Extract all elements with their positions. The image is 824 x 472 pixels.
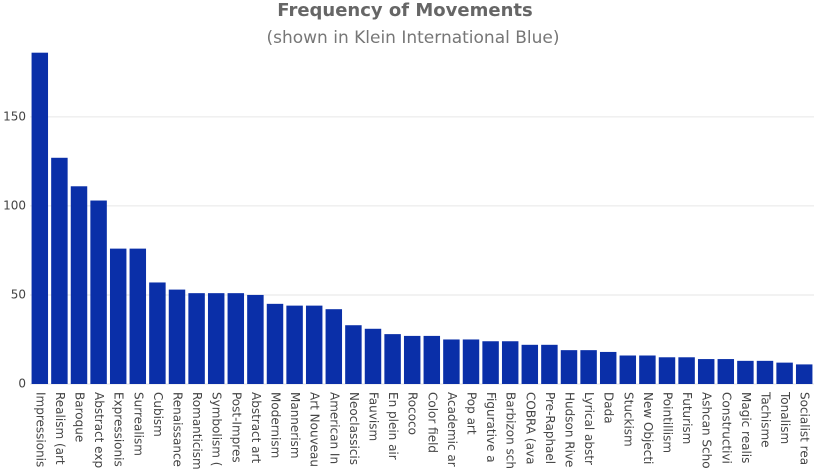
bar [31,52,49,384]
x-tick-label: Expressionis [112,392,126,467]
x-tick-label: Pop art [465,392,479,435]
bar [129,248,147,384]
bar [795,364,813,384]
bar [737,360,754,384]
x-tick-label: Tonalism [778,391,792,444]
x-tick-label: Abstract exp [92,392,106,468]
bar [109,248,127,384]
x-tick-label: Realism (art [53,392,67,465]
bar [501,341,519,384]
x-tick-label: New Objecti [641,392,655,464]
bar [207,293,225,384]
x-tick-label: Renaissance [171,392,185,467]
x-tick-label: Baroque [73,392,87,442]
x-tick-label: Magic realis [739,392,753,463]
bar [521,344,539,384]
x-tick-label: Dada [602,392,616,424]
bar [90,200,107,384]
x-tick-label: Stuckism [621,392,635,447]
bar [541,344,558,384]
bar [149,282,166,384]
x-tick-label: Art Nouveau [308,392,322,467]
x-tick-label: Lyrical abstr [582,392,596,465]
x-tick-label: Modernism [269,392,283,458]
bar [678,357,695,384]
x-tick-label: Figurative a [484,392,498,463]
x-tick-label: COBRA (ava [523,392,537,464]
bar [443,339,460,384]
x-tick-label: Rococo [406,392,420,435]
bar [188,293,205,384]
x-tick-label: Tachisme [759,391,773,448]
x-tick-label: Ashcan Scho [700,392,714,469]
bar [345,325,362,384]
x-tick-label: Romanticism [190,392,204,470]
chart-subtitle: (shown in Klein International Blue) [266,28,559,48]
x-tick-label: American In [327,392,341,464]
bar [325,309,343,384]
chart-title: Frequency of Movements [277,0,532,21]
bar [658,357,676,384]
x-tick-label: Neoclassicis [347,392,361,465]
bar [639,355,656,384]
x-tick-label: Hudson Rive [563,392,577,467]
bar [580,350,597,384]
bar [227,293,245,384]
x-tick-label: Futurism [680,392,694,444]
x-tick-label: Academic ar [445,392,459,467]
bar [70,186,88,384]
bar [423,335,441,384]
bar [462,339,480,384]
x-tick-label: Surrealism [131,392,145,456]
bar [619,355,637,384]
x-tick-label: Symbolism ( [210,392,224,466]
x-tick-label: Socialist rea [798,392,812,465]
y-tick-label: 100 [3,198,26,212]
x-tick-label: En plein air [386,392,400,460]
bar [247,294,264,384]
bar [697,359,715,384]
bar [482,341,499,384]
bar [51,157,68,384]
x-tick-label: Mannerism [288,392,302,459]
bar [403,335,421,384]
bar [599,351,617,384]
y-tick-label: 50 [11,287,26,301]
bar [560,350,578,384]
x-tick-label: Barbizon sch [504,392,518,469]
y-tick-label: 0 [18,377,26,391]
bar [384,334,401,384]
x-tick-label: Cubism [151,392,165,437]
bar [776,362,793,384]
x-tick-label: Color field [425,392,439,453]
bar [364,328,382,384]
x-tick-label: Constructivi [719,392,733,464]
x-tick-label: Fauvism [367,392,381,441]
x-tick-label: Pointillism [661,392,675,453]
x-tick-label: Pre-Raphael [543,392,557,464]
bar [266,303,284,384]
y-tick-label: 150 [3,109,26,123]
x-tick-label: Abstract art [249,392,263,463]
x-tick-label: Post-Impres [229,392,243,463]
bar [286,305,303,384]
bar [756,360,774,384]
x-tick-label: Impressionis [33,392,47,467]
bar [717,359,735,384]
bar [168,289,186,384]
bar [305,305,323,384]
